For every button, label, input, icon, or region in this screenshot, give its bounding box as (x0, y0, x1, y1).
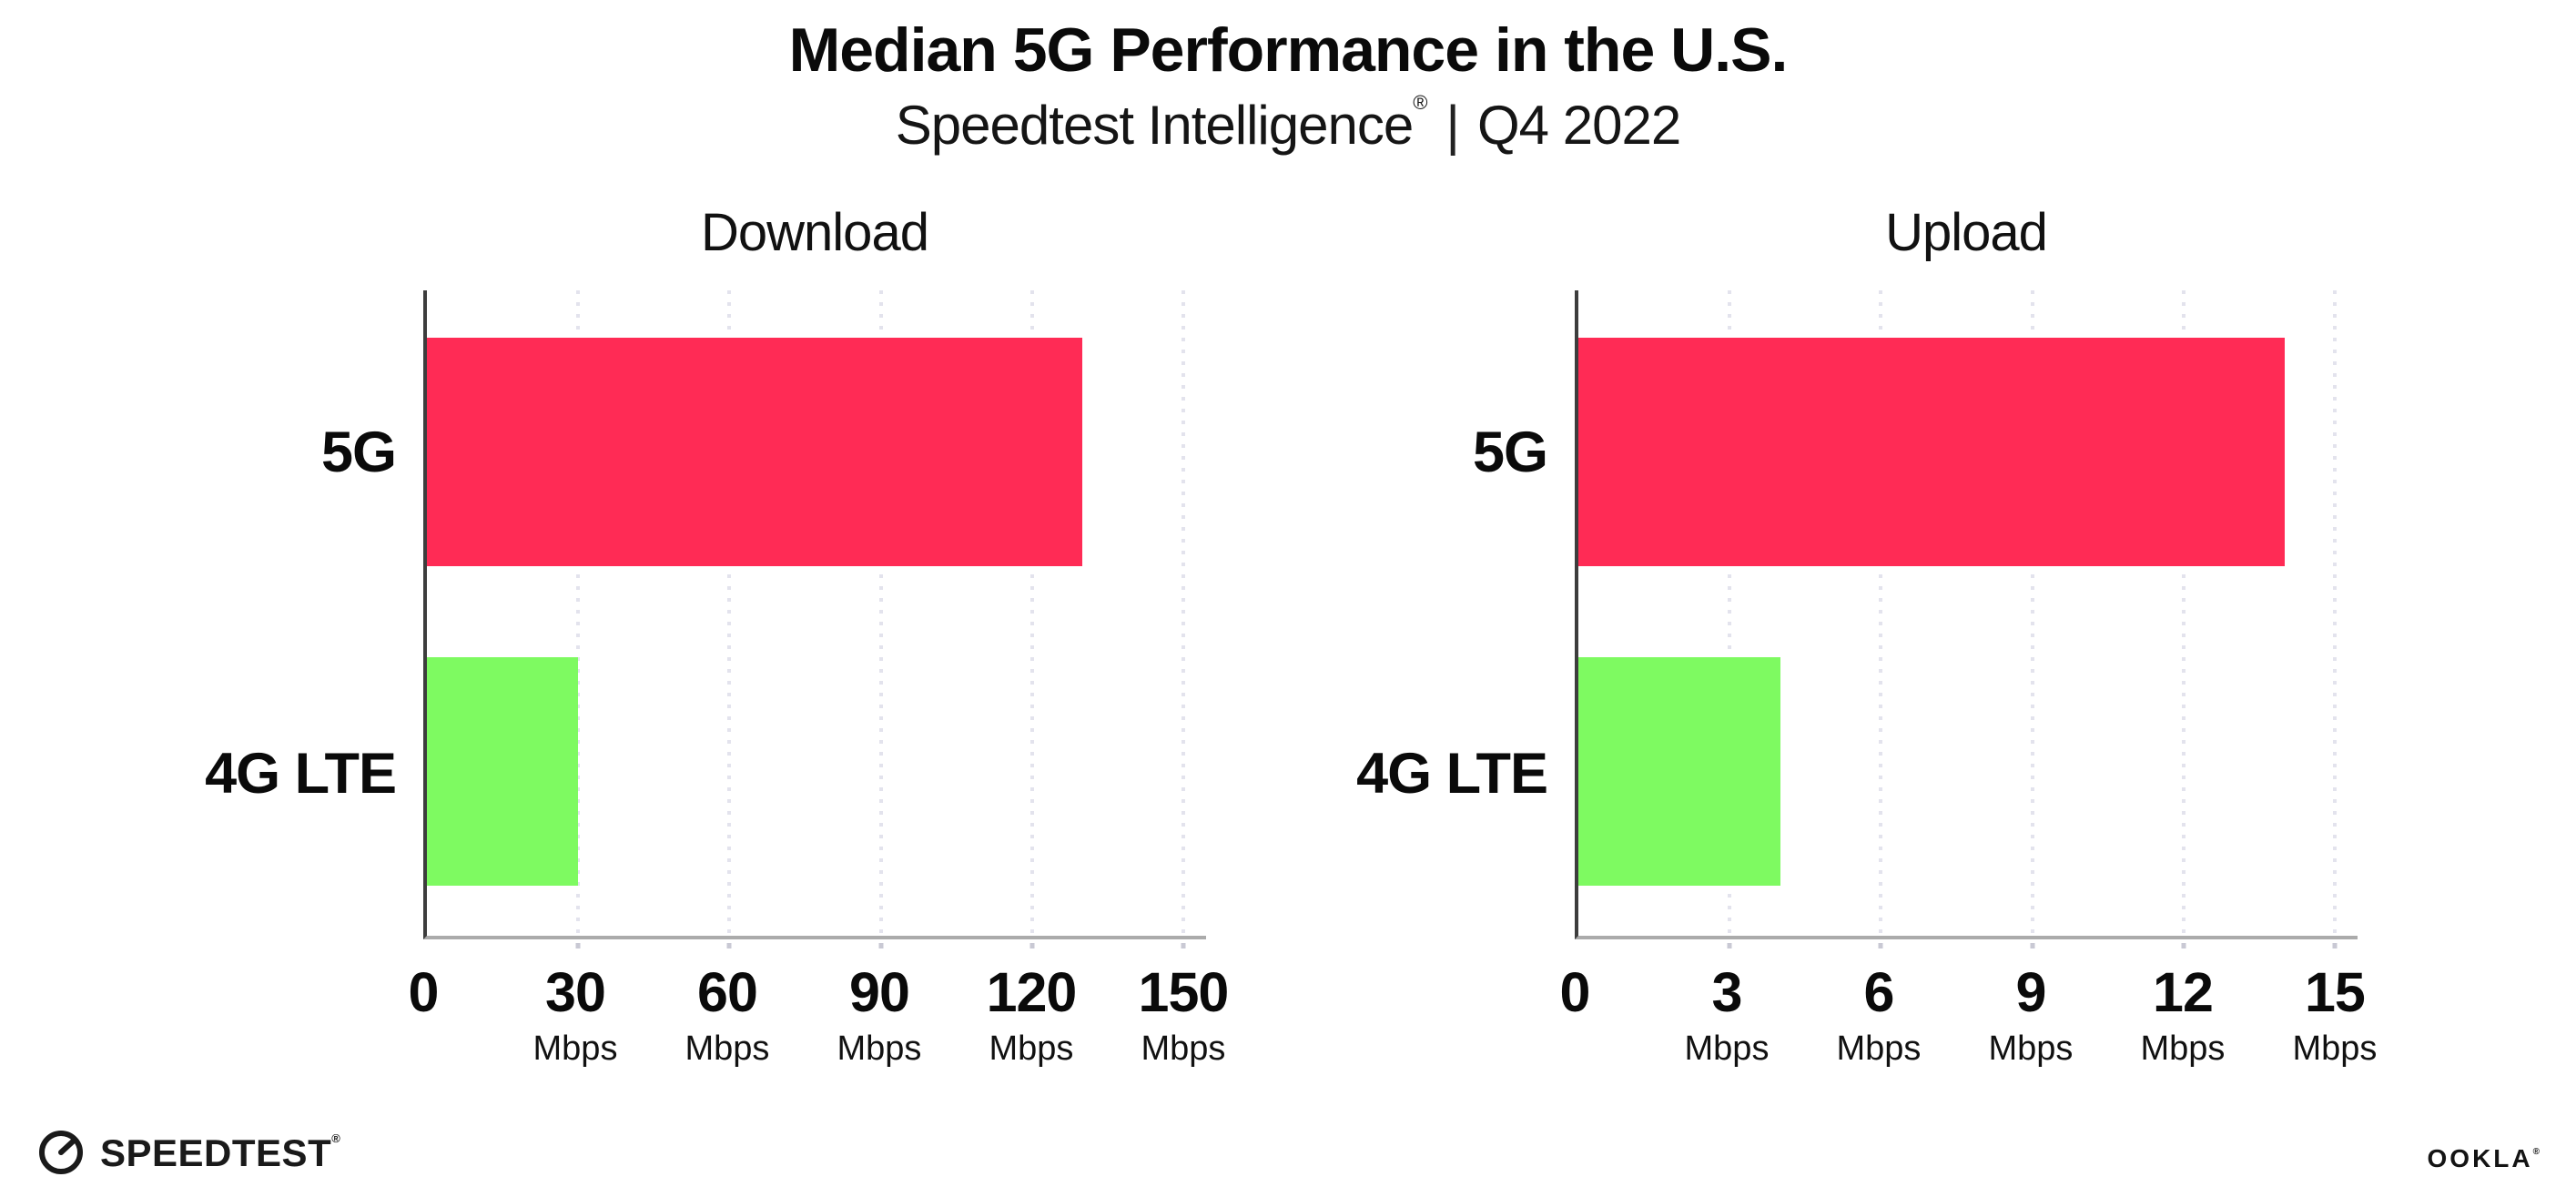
axis-tick-mark (726, 943, 732, 949)
x-tick-150: 150 Mbps (1138, 961, 1230, 1069)
registered-mark: ® (1413, 91, 1428, 115)
upload-chart: Upload 5G 4G LTE 0 3 Mbps 6 Mbps 9 Mbps 12 Mbps 15… (1356, 202, 2378, 1099)
x-tick-value: 60 (697, 961, 758, 1024)
axis-tick-mark (2332, 943, 2338, 949)
x-tick-unit: Mbps (837, 1030, 922, 1069)
speedtest-logo: SPEEDTEST® (36, 1128, 340, 1177)
download-plot-area (423, 290, 1206, 949)
bar-4g-lte (427, 656, 579, 887)
axis-tick-mark (1029, 943, 1035, 949)
x-tick-9: 9 Mbps (1988, 961, 2074, 1069)
gridline (1879, 290, 1883, 937)
gridline (576, 290, 581, 937)
download-x-axis: 0 30 Mbps 60 Mbps 90 Mbps 120 Mbps 150 Mbps (409, 939, 1230, 1099)
chart-title: Upload (1885, 203, 2048, 263)
page-subtitle: Speedtest Intelligence® | Q4 2022 (0, 91, 2576, 157)
speedtest-label: SPEEDTEST (100, 1131, 332, 1174)
x-tick-0: 0 (1559, 961, 1591, 1024)
ookla-logo: OOKLA® (2428, 1146, 2540, 1172)
x-tick-value: 30 (545, 961, 606, 1024)
x-tick-value: 9 (2015, 961, 2046, 1024)
chart-title: Download (701, 203, 929, 263)
bar-5g (1578, 337, 2285, 567)
bar-5g (427, 337, 1083, 567)
download-chart: Download 5G 4G LTE 0 30 Mbps 60 Mbps 90 Mbps 120… (205, 202, 1230, 1099)
x-tick-value: 0 (408, 961, 440, 1024)
x-tick-unit: Mbps (1141, 1030, 1226, 1069)
subtitle-period: Q4 2022 (1477, 95, 1681, 157)
x-tick-unit: Mbps (989, 1030, 1074, 1069)
axis-tick-mark (878, 943, 884, 949)
header: Median 5G Performance in the U.S. Speedt… (0, 0, 2576, 157)
gridline (1182, 290, 1186, 937)
x-tick-30: 30 Mbps (532, 961, 618, 1069)
x-tick-6: 6 Mbps (1836, 961, 1922, 1069)
download-category-labels: 5G 4G LTE (205, 290, 423, 939)
charts-row: Download 5G 4G LTE 0 30 Mbps 60 Mbps 90 Mbps 120… (0, 202, 2576, 1099)
gridline (727, 290, 732, 937)
gridline (2181, 290, 2186, 937)
x-tick-value: 15 (2305, 961, 2366, 1024)
ookla-label: OOKLA (2427, 1144, 2533, 1172)
axis-tick-mark (575, 943, 581, 949)
axis-tick-mark (1181, 943, 1186, 949)
category-label-4g-lte: 4G LTE (205, 742, 397, 806)
axis-tick-mark (1878, 943, 1883, 949)
x-tick-0: 0 (408, 961, 440, 1024)
x-tick-value: 6 (1863, 961, 1894, 1024)
bar-4g-lte (1578, 656, 1780, 887)
axis-tick-mark (2030, 943, 2035, 949)
x-tick-90: 90 Mbps (837, 961, 922, 1069)
x-tick-value: 150 (1138, 961, 1230, 1024)
x-tick-unit: Mbps (1988, 1030, 2074, 1069)
x-tick-unit: Mbps (532, 1030, 618, 1069)
x-tick-value: 0 (1559, 961, 1591, 1024)
gridline (2030, 290, 2034, 937)
upload-plot-area (1575, 290, 2358, 949)
category-label-5g: 5G (320, 421, 397, 485)
ookla-registered-mark: ® (2532, 1147, 2540, 1157)
x-tick-3: 3 Mbps (1684, 961, 1770, 1069)
x-tick-value: 90 (849, 961, 910, 1024)
gridline (1728, 290, 1732, 937)
gridline (1029, 290, 1034, 937)
subtitle-brand: Speedtest Intelligence (895, 95, 1414, 157)
speedtest-registered-mark: ® (331, 1131, 340, 1145)
x-tick-unit: Mbps (685, 1030, 770, 1069)
page-title: Median 5G Performance in the U.S. (788, 15, 1789, 85)
upload-x-axis: 0 3 Mbps 6 Mbps 9 Mbps 12 Mbps 15 Mbps (1560, 939, 2378, 1099)
x-tick-value: 120 (986, 961, 1078, 1024)
subtitle-separator: | (1445, 95, 1460, 157)
x-tick-12: 12 Mbps (2140, 961, 2226, 1069)
x-tick-value: 3 (1711, 961, 1743, 1024)
category-label-4g-lte: 4G LTE (1356, 742, 1548, 806)
gridline (2333, 290, 2338, 937)
x-tick-15: 15 Mbps (2292, 961, 2378, 1069)
gridline (878, 290, 883, 937)
category-label-5g: 5G (1472, 421, 1548, 485)
x-tick-unit: Mbps (2292, 1030, 2378, 1069)
x-tick-unit: Mbps (2140, 1030, 2226, 1069)
x-tick-unit: Mbps (1836, 1030, 1922, 1069)
x-tick-120: 120 Mbps (986, 961, 1078, 1069)
speedtest-gauge-icon (39, 1131, 83, 1174)
speedtest-wordmark: SPEEDTEST® (100, 1132, 340, 1172)
axis-tick-mark (2181, 943, 2186, 949)
x-tick-value: 12 (2153, 961, 2214, 1024)
axis-tick-mark (1727, 943, 1732, 949)
upload-category-labels: 5G 4G LTE (1356, 290, 1575, 939)
x-tick-unit: Mbps (1684, 1030, 1770, 1069)
x-tick-60: 60 Mbps (685, 961, 770, 1069)
